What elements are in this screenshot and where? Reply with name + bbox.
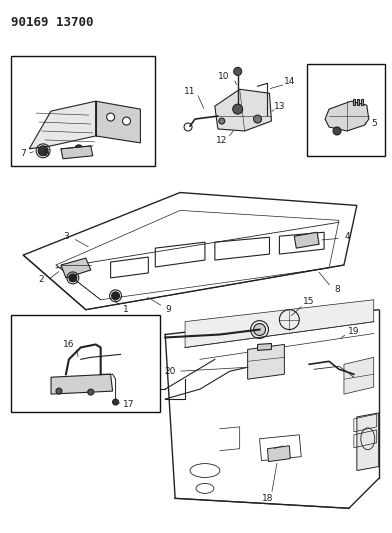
Circle shape bbox=[75, 145, 83, 153]
Circle shape bbox=[38, 146, 48, 156]
Polygon shape bbox=[361, 99, 363, 105]
Text: 5: 5 bbox=[371, 118, 377, 127]
Polygon shape bbox=[357, 413, 379, 471]
Circle shape bbox=[234, 67, 242, 75]
Text: 16: 16 bbox=[63, 340, 74, 349]
Polygon shape bbox=[61, 146, 93, 159]
Circle shape bbox=[219, 118, 225, 124]
Polygon shape bbox=[96, 101, 140, 143]
Text: 19: 19 bbox=[348, 327, 359, 336]
Circle shape bbox=[233, 104, 243, 114]
Bar bbox=[11, 56, 155, 166]
Text: 7: 7 bbox=[20, 149, 26, 158]
Text: 18: 18 bbox=[262, 494, 273, 503]
Polygon shape bbox=[61, 258, 91, 278]
Polygon shape bbox=[29, 101, 96, 149]
Circle shape bbox=[107, 113, 114, 121]
Text: 4: 4 bbox=[344, 232, 350, 241]
Text: 17: 17 bbox=[123, 400, 134, 408]
Text: 11: 11 bbox=[184, 87, 196, 96]
Text: 3: 3 bbox=[63, 232, 69, 241]
Circle shape bbox=[56, 388, 62, 394]
Text: 14: 14 bbox=[284, 77, 295, 86]
Circle shape bbox=[113, 399, 118, 405]
Polygon shape bbox=[325, 101, 369, 131]
Polygon shape bbox=[344, 357, 374, 394]
Polygon shape bbox=[294, 232, 319, 248]
Text: 8: 8 bbox=[334, 285, 340, 294]
Bar bbox=[11, 314, 160, 412]
Text: 6: 6 bbox=[43, 149, 49, 158]
Circle shape bbox=[333, 127, 341, 135]
Circle shape bbox=[88, 389, 94, 395]
Bar bbox=[307, 64, 385, 156]
Polygon shape bbox=[258, 343, 272, 350]
Polygon shape bbox=[185, 300, 374, 348]
Polygon shape bbox=[248, 344, 284, 379]
Text: 2: 2 bbox=[38, 276, 44, 285]
Text: 1: 1 bbox=[123, 305, 128, 314]
Polygon shape bbox=[215, 89, 272, 131]
Text: 90169 13700: 90169 13700 bbox=[11, 16, 94, 29]
Circle shape bbox=[69, 274, 77, 282]
Text: 12: 12 bbox=[216, 136, 227, 146]
Polygon shape bbox=[353, 99, 355, 105]
Text: 13: 13 bbox=[274, 102, 285, 111]
Text: 20: 20 bbox=[165, 367, 176, 376]
Circle shape bbox=[112, 292, 120, 300]
Circle shape bbox=[123, 117, 131, 125]
Circle shape bbox=[254, 324, 265, 335]
Polygon shape bbox=[357, 99, 359, 105]
Polygon shape bbox=[267, 446, 290, 462]
Circle shape bbox=[254, 115, 261, 123]
Text: 10: 10 bbox=[218, 72, 230, 81]
Text: 15: 15 bbox=[303, 297, 315, 306]
Polygon shape bbox=[51, 374, 113, 394]
Text: 9: 9 bbox=[165, 305, 171, 314]
